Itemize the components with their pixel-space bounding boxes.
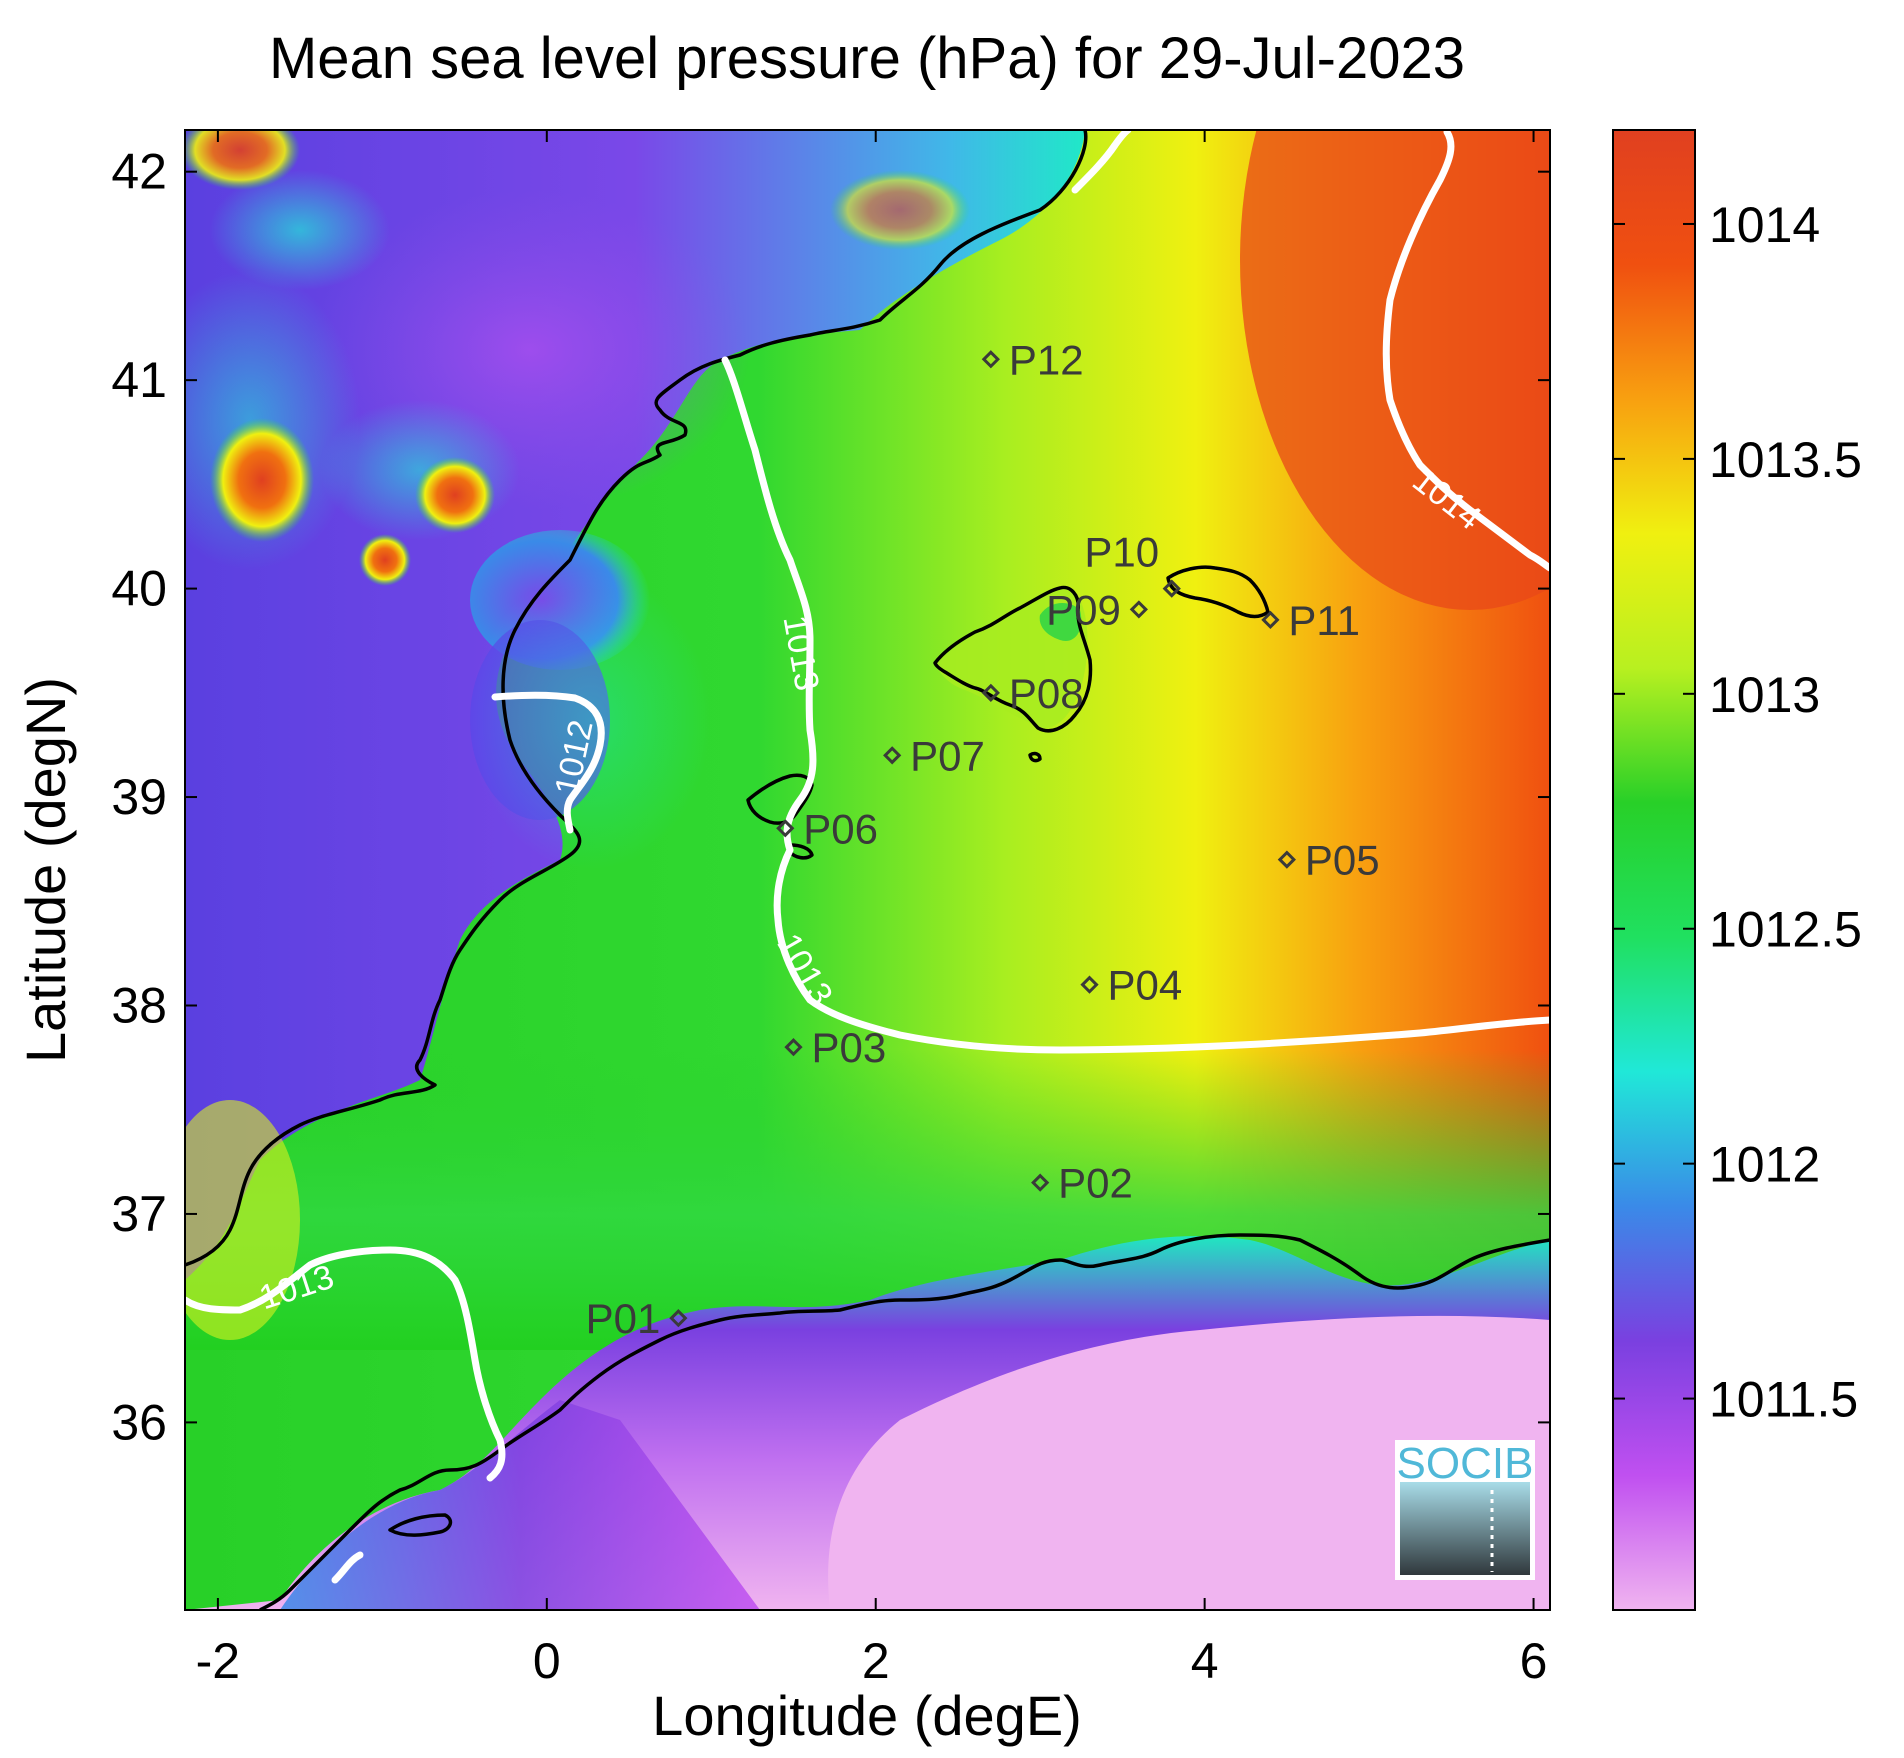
colorbar: 1011.5 1012 1012.5 1013 1013.5 1014	[1612, 129, 1862, 1611]
station-label: P11	[1288, 597, 1360, 644]
station-p06: P06	[776, 805, 878, 852]
plot-frame	[184, 129, 1551, 1611]
station-marker	[1277, 850, 1296, 869]
saharan-low-area	[828, 1315, 1550, 1610]
colorbar-ticks: 1011.5 1012 1012.5 1013 1013.5 1014	[1613, 197, 1862, 1428]
y-axis: 36 37 38 39 40 41 42	[111, 144, 1550, 1450]
station-p12: P12	[981, 336, 1084, 383]
land-high-spot-3	[359, 534, 411, 586]
station-p02: P02	[1031, 1160, 1133, 1207]
station-points: P01 P02 P03 P04 P05 P06 P07 P08 P09 P10 P11 P12	[586, 336, 1380, 1342]
colorbar-tick-label: 1013.5	[1709, 432, 1862, 488]
y-tick-label: 36	[111, 1394, 167, 1450]
colorbar-gradient	[1612, 129, 1696, 1611]
station-label: P12	[1009, 336, 1084, 383]
y-tick-label: 38	[111, 977, 167, 1033]
x-axis-label: Longitude (degE)	[652, 1684, 1082, 1747]
station-marker	[1129, 600, 1148, 619]
station-p04: P04	[1080, 962, 1183, 1009]
iberian-coastline	[185, 130, 1088, 1267]
station-p09: P09	[1046, 586, 1148, 633]
x-tick-label: 2	[862, 1633, 890, 1689]
colorbar-tick-label: 1012	[1709, 1137, 1820, 1193]
station-marker	[1031, 1173, 1050, 1192]
station-label: P03	[811, 1024, 886, 1071]
land-high-spot-4	[185, 130, 300, 190]
contour-1013-strait	[331, 1551, 364, 1584]
station-marker	[776, 819, 795, 838]
x-tick-label: -2	[196, 1633, 240, 1689]
y-tick-label: 40	[111, 561, 167, 617]
station-p08: P08	[981, 670, 1084, 717]
station-label: P02	[1058, 1160, 1133, 1207]
cabrera-coastline	[1028, 751, 1042, 763]
station-label: P07	[910, 732, 985, 779]
station-p05: P05	[1277, 837, 1380, 884]
logo-sea-image	[1400, 1482, 1530, 1575]
station-marker	[669, 1309, 688, 1328]
station-marker	[1261, 610, 1280, 629]
contour-1013-central	[721, 356, 1550, 1054]
land-high-spot-6	[185, 1100, 300, 1340]
gulf-cyan-area	[470, 570, 710, 870]
high-pressure-field	[1240, 130, 1550, 610]
station-marker	[883, 746, 902, 765]
x-tick-label: 6	[1520, 1633, 1548, 1689]
mallorca-low-spot	[1039, 603, 1082, 641]
y-axis-label: Latitude (degN)	[14, 677, 77, 1063]
station-label: P01	[586, 1295, 661, 1342]
contour-1012	[491, 691, 605, 834]
alboran-coastline	[388, 1513, 453, 1537]
ibiza-coastline	[746, 773, 814, 825]
x-axis: -2 0 2 4 6	[196, 130, 1548, 1689]
station-marker	[1080, 975, 1099, 994]
mallorca-coastline	[933, 585, 1093, 733]
colorbar-tick-label: 1012.5	[1709, 902, 1862, 958]
station-p07: P07	[883, 732, 985, 779]
contour-1014	[1382, 130, 1550, 572]
contour-1013-north	[1071, 130, 1132, 194]
contour-1013-southwest	[185, 1246, 506, 1482]
station-marker	[1162, 579, 1181, 598]
land-cyan-area	[210, 170, 390, 290]
y-tick-label: 39	[111, 769, 167, 825]
logo-text: SOCIB	[1397, 1439, 1534, 1488]
colorbar-tick-label: 1013	[1709, 667, 1820, 723]
colorbar-tick-label: 1014	[1709, 197, 1820, 253]
station-p11: P11	[1261, 597, 1360, 644]
station-label: P09	[1046, 586, 1121, 633]
colorbar-tick-label: 1011.5	[1709, 1372, 1858, 1428]
station-label: P06	[803, 805, 878, 852]
station-label: P04	[1108, 962, 1183, 1009]
station-marker	[784, 1038, 803, 1057]
north-african-coastline	[259, 1233, 1550, 1610]
land-high-spot-5	[830, 170, 970, 250]
station-p03: P03	[784, 1024, 886, 1071]
station-label: P05	[1305, 837, 1380, 884]
chart-title: Mean sea level pressure (hPa) for 29-Jul…	[269, 26, 1465, 91]
station-p10: P10	[1084, 529, 1181, 598]
x-tick-label: 4	[1191, 1633, 1219, 1689]
station-p01: P01	[586, 1295, 688, 1342]
socib-logo: SOCIB	[1395, 1439, 1535, 1580]
station-label: P10	[1084, 529, 1159, 576]
menorca-coastline	[1166, 565, 1270, 619]
station-label: P08	[1009, 670, 1084, 717]
north-africa-west-field	[280, 1400, 760, 1610]
y-tick-label: 42	[111, 144, 167, 200]
y-tick-label: 41	[111, 352, 167, 408]
station-marker	[981, 350, 1000, 369]
land-high-spot-2	[415, 457, 495, 533]
station-marker	[981, 683, 1000, 702]
x-tick-label: 0	[533, 1633, 561, 1689]
land-cyan-area-3	[320, 400, 520, 540]
y-tick-label: 37	[111, 1186, 167, 1242]
formentera-coastline	[788, 843, 814, 860]
map-plot-area: 1012 1013 1013 1013 1014 P01P02P03P04P05…	[185, 130, 1550, 1610]
land-high-spot-1	[210, 418, 314, 542]
